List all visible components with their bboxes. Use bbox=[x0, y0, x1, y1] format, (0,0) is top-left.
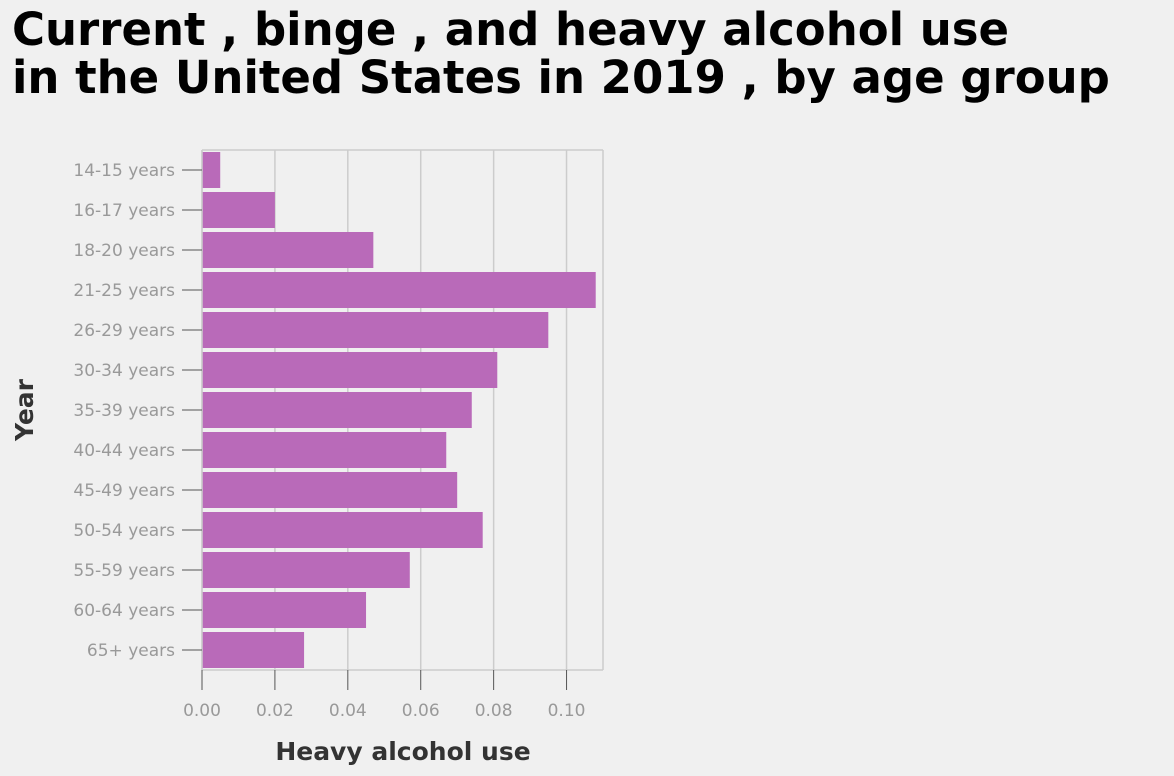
y-axis-title: Year bbox=[10, 378, 39, 442]
x-tick-label: 0.10 bbox=[548, 701, 586, 721]
chart-title-line-1: Current , binge , and heavy alcohol use bbox=[12, 3, 1010, 56]
y-tick-label: 40-44 years bbox=[73, 441, 175, 461]
bar bbox=[202, 352, 498, 388]
y-tick-label: 45-49 years bbox=[73, 481, 175, 501]
y-tick-label: 65+ years bbox=[87, 641, 175, 661]
bar bbox=[202, 312, 549, 348]
y-tick-label: 30-34 years bbox=[73, 361, 175, 381]
y-axis: 14-15 years 16-17 years 18-20 years 21-25 y… bbox=[73, 150, 203, 670]
x-tick-label: 0.08 bbox=[475, 701, 513, 721]
y-tick-label: 60-64 years bbox=[73, 601, 175, 621]
bar bbox=[202, 632, 305, 668]
chart-title-line-2: in the United States in 2019 , by age gr… bbox=[12, 51, 1110, 104]
bar bbox=[202, 432, 447, 468]
y-tick-label: 55-59 years bbox=[73, 561, 175, 581]
y-tick-label: 35-39 years bbox=[73, 401, 175, 421]
y-tick-label: 18-20 years bbox=[73, 241, 175, 261]
bar bbox=[202, 592, 367, 628]
bars bbox=[202, 152, 596, 668]
bar bbox=[202, 192, 275, 228]
x-tick-label: 0.00 bbox=[183, 701, 221, 721]
x-tick-label: 0.04 bbox=[329, 701, 367, 721]
x-axis-title: Heavy alcohol use bbox=[275, 737, 530, 766]
bar bbox=[202, 272, 596, 308]
y-tick-label: 14-15 years bbox=[73, 161, 175, 181]
x-tick-label: 0.06 bbox=[402, 701, 440, 721]
bar bbox=[202, 552, 410, 588]
y-tick-label: 16-17 years bbox=[73, 201, 175, 221]
bar bbox=[202, 512, 483, 548]
y-tick-label: 21-25 years bbox=[73, 281, 175, 301]
x-tick-label: 0.02 bbox=[256, 701, 294, 721]
bar bbox=[202, 472, 458, 508]
x-axis: 0.00 0.02 0.04 0.06 0.08 0.10 bbox=[183, 669, 603, 721]
bar bbox=[202, 232, 374, 268]
y-tick-label: 50-54 years bbox=[73, 521, 175, 541]
bar bbox=[202, 152, 221, 188]
y-tick-label: 26-29 years bbox=[73, 321, 175, 341]
bar bbox=[202, 392, 472, 428]
chart-title: Current , binge , and heavy alcohol use … bbox=[12, 6, 1110, 102]
